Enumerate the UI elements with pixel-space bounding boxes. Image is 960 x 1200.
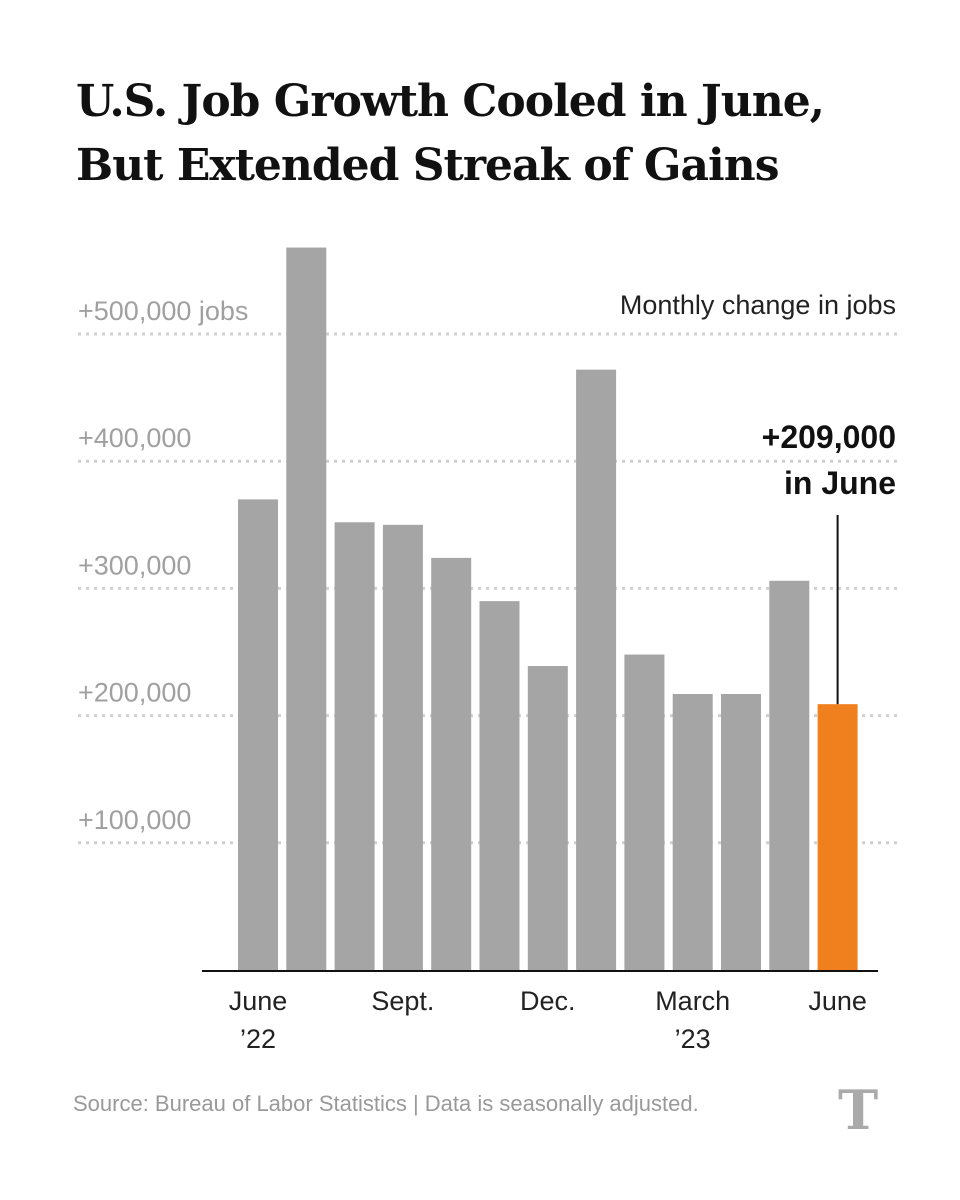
- source-note: Source: Bureau of Labor Statistics | Dat…: [73, 1091, 699, 1116]
- bar-5: [431, 557, 472, 970]
- x-tick-label: Sept.: [371, 986, 434, 1016]
- x-tick-label: March: [655, 986, 730, 1016]
- bar-6: [479, 601, 520, 970]
- y-tick-label: +300,000: [78, 550, 191, 580]
- chart-title: U.S. Job Growth Cooled in June, But Exte…: [76, 70, 936, 198]
- bar-9: [624, 654, 665, 970]
- x-tick-label: Dec.: [520, 986, 576, 1016]
- chart-title-line-1: U.S. Job Growth Cooled in June,: [76, 76, 825, 127]
- bar-1: [238, 499, 278, 970]
- y-tick-label: +500,000 jobs: [78, 296, 248, 326]
- x-tick-label: ’23: [675, 1024, 711, 1054]
- y-tick-label: +100,000: [78, 805, 191, 835]
- bar-3: [334, 522, 375, 970]
- chart-title-line-2: But Extended Streak of Gains: [76, 140, 780, 191]
- bar-12: [769, 580, 810, 970]
- annotation-label: in June: [784, 465, 896, 501]
- annotation: +209,000 in June: [762, 419, 896, 705]
- bar-13: [817, 704, 858, 970]
- bar-2: [286, 247, 327, 971]
- bar-7: [527, 666, 568, 970]
- bar-8: [576, 369, 617, 970]
- bar-10: [672, 693, 713, 970]
- y-tick-label: +200,000: [78, 678, 191, 708]
- bar-11: [721, 693, 761, 970]
- job-growth-bar-chart: +100,000 +200,000 +300,000 +400,000 +500,000…: [78, 247, 898, 1054]
- x-tick-label: June: [808, 986, 867, 1016]
- x-tick-label: ’22: [240, 1024, 276, 1054]
- chart-subtitle: Monthly change in jobs: [620, 290, 896, 320]
- nyt-t-logo-icon: T: [838, 1078, 879, 1142]
- bars: [238, 247, 858, 971]
- y-tick-label: +400,000: [78, 423, 191, 453]
- x-axis: June ’22 Sept. Dec. March ’23 June: [202, 970, 878, 1054]
- annotation-label: +209,000: [762, 419, 896, 455]
- x-tick-label: June: [229, 986, 288, 1016]
- bar-4: [382, 524, 423, 970]
